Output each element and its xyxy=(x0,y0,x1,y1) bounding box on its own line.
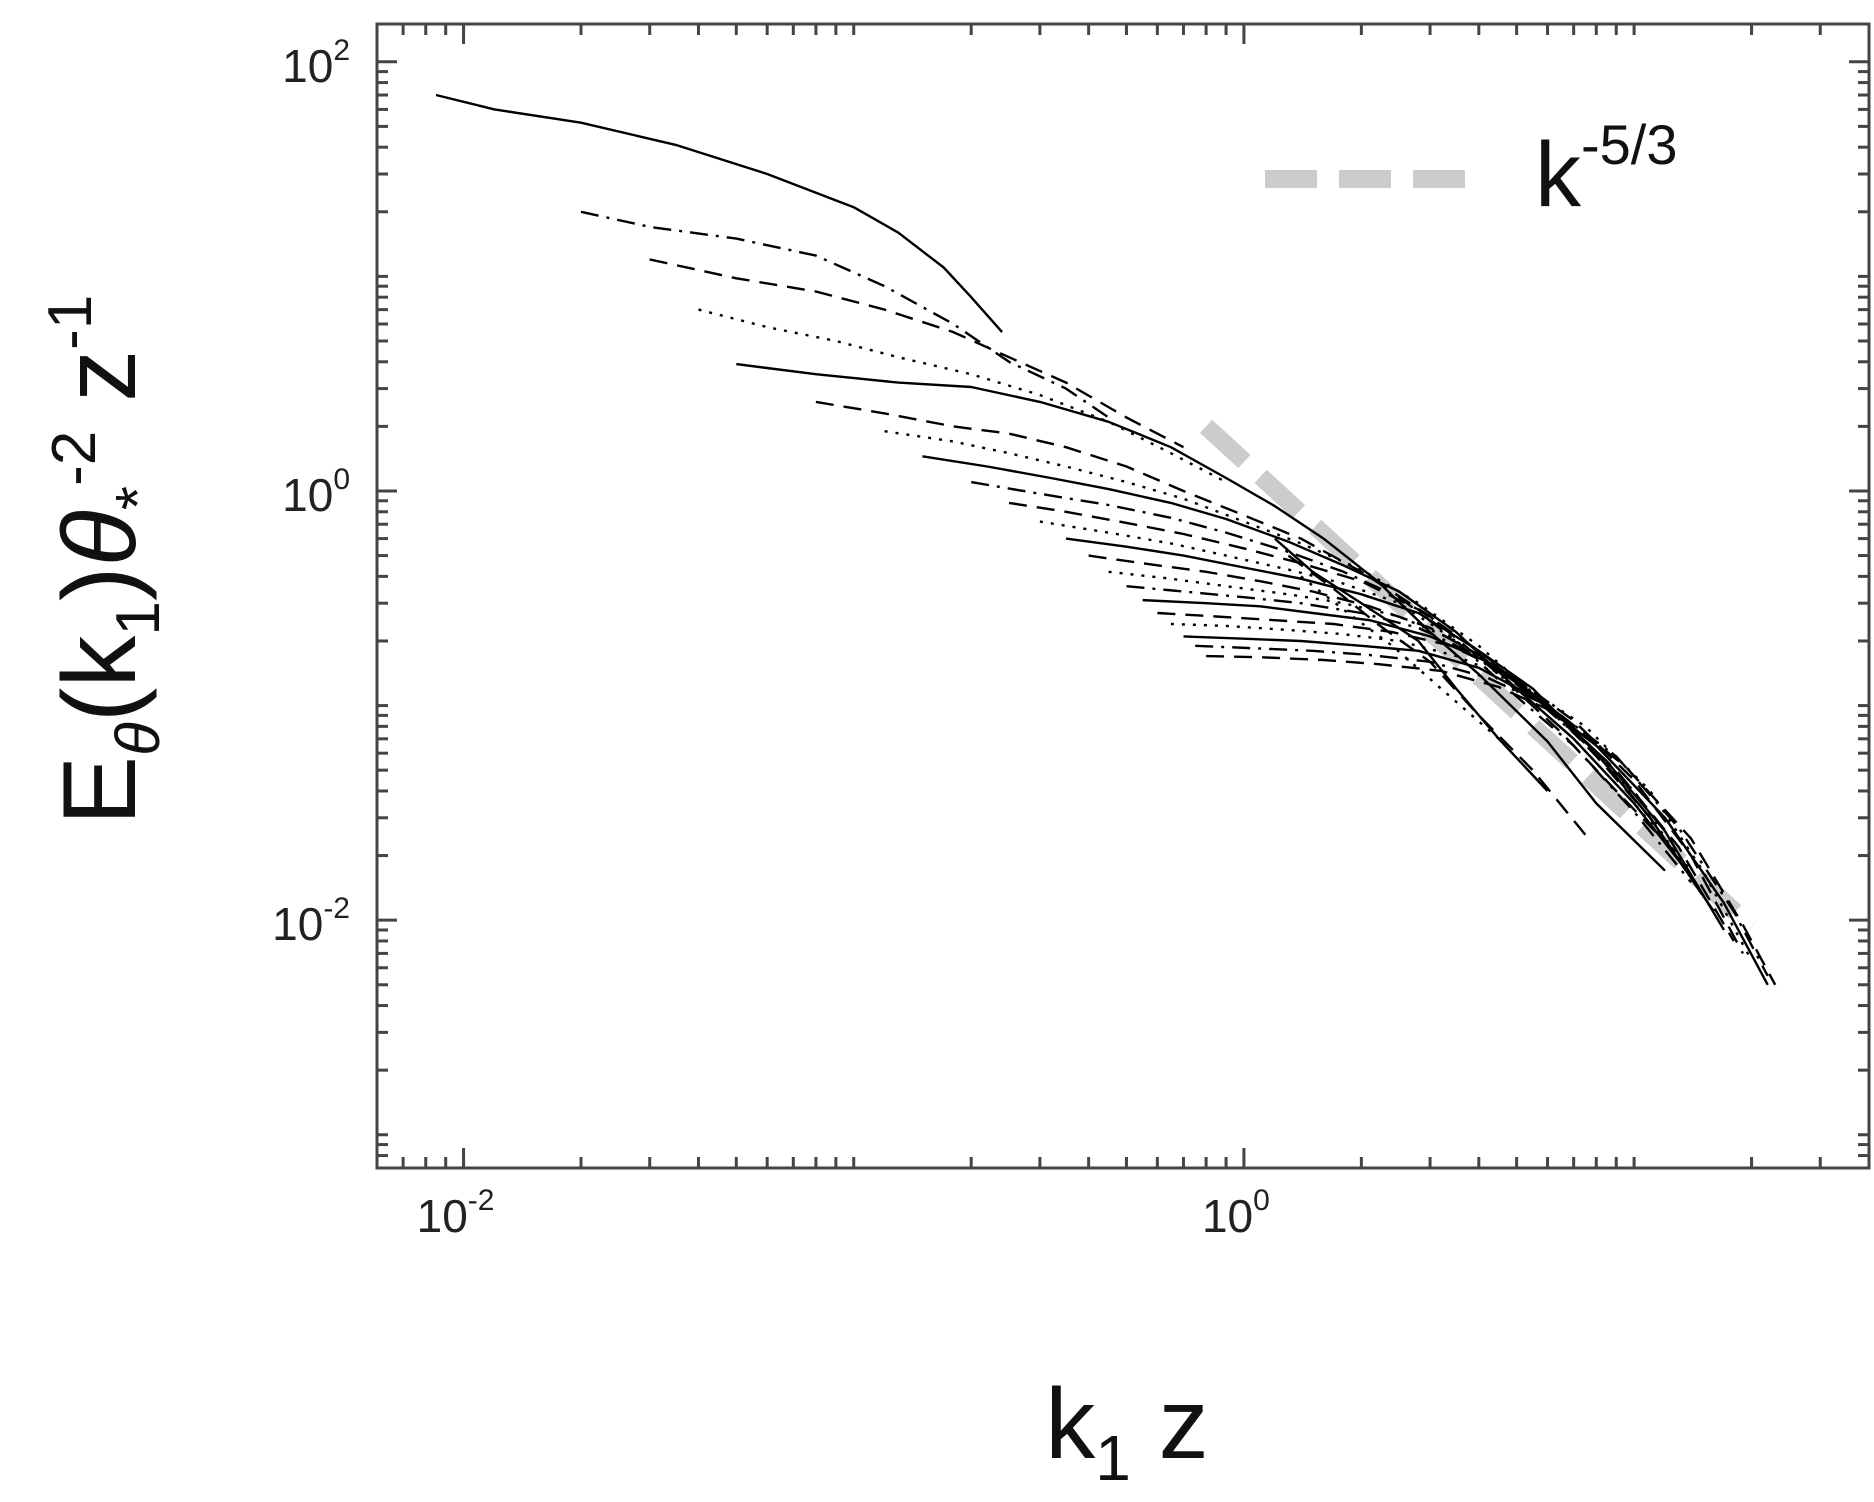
x-tick-label: 100 xyxy=(1202,1184,1270,1242)
series-line-14 xyxy=(1108,570,1693,878)
x-tick-label: 10-2 xyxy=(417,1184,495,1242)
series-line-16 xyxy=(1142,598,1726,931)
series-line-10 xyxy=(1008,501,1704,897)
tick-labels: 10-2 100 102 100 10-2 xyxy=(272,34,1270,1242)
series-line-17 xyxy=(1157,611,1744,954)
legend: k-5/3 xyxy=(1265,113,1678,226)
series-layer xyxy=(435,93,1777,986)
series-line-8 xyxy=(922,455,1693,878)
x-axis-label: k1 z xyxy=(1045,1368,1208,1494)
legend-label: k-5/3 xyxy=(1535,113,1678,226)
y-axis-label: Eθ(k1)θ*-2 z-1 xyxy=(36,295,173,826)
y-tick-label: 10-2 xyxy=(272,892,350,950)
major-ticks xyxy=(377,24,1869,1168)
series-line-3 xyxy=(649,258,1185,449)
series-line-22 xyxy=(1274,537,1549,792)
series-line-23 xyxy=(1287,554,1587,836)
series-line-11 xyxy=(1039,520,1693,872)
series-line-13 xyxy=(1088,554,1735,942)
series-line-9 xyxy=(970,480,1693,884)
series-line-1 xyxy=(435,93,1003,333)
y-tick-label: 102 xyxy=(282,34,350,92)
minor-ticks xyxy=(375,24,1871,1170)
y-tick-label: 100 xyxy=(282,463,350,521)
series-line-18 xyxy=(1170,622,1753,961)
series-line-21 xyxy=(1206,654,1777,986)
series-line-19 xyxy=(1183,635,1769,986)
plot-area xyxy=(375,22,1871,1170)
series-line-5 xyxy=(736,362,1666,872)
